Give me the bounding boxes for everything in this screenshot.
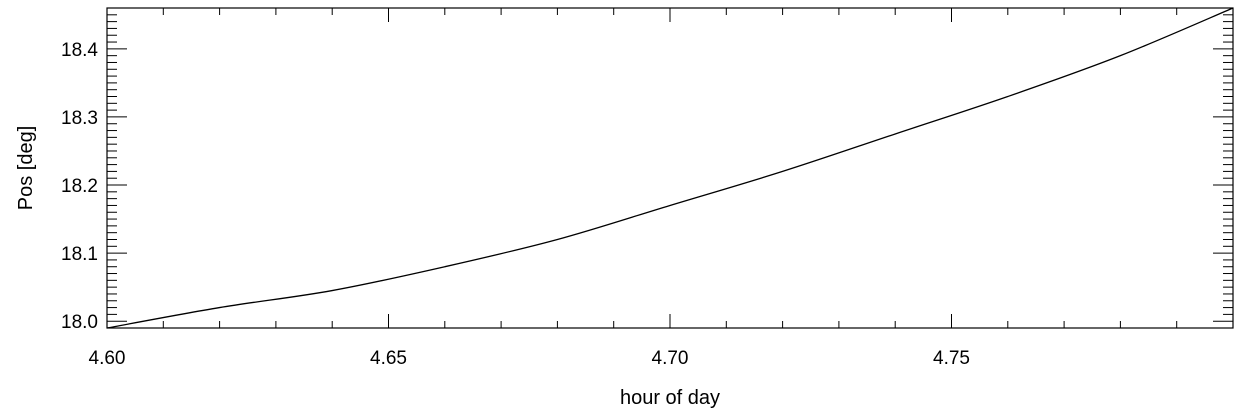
x-tick-label: 4.60 bbox=[89, 348, 126, 369]
x-axis-title: hour of day bbox=[620, 387, 720, 409]
y-tick-label: 18.2 bbox=[61, 176, 98, 197]
x-tick-labels: 4.60 4.65 4.70 4.75 bbox=[89, 348, 970, 369]
series-line bbox=[106, 7, 1234, 329]
tick-marks bbox=[106, 7, 1234, 329]
x-tick-label: 4.65 bbox=[370, 348, 407, 369]
x-tick-label: 4.75 bbox=[933, 348, 970, 369]
x-tick-label: 4.70 bbox=[652, 348, 689, 369]
y-axis-title: Pos [deg] bbox=[15, 126, 37, 211]
y-tick-label: 18.1 bbox=[61, 244, 98, 265]
y-tick-label: 18.3 bbox=[61, 108, 98, 129]
y-tick-labels: 18.0 18.1 18.2 18.3 18.4 bbox=[61, 40, 98, 333]
y-tick-label: 18.4 bbox=[61, 40, 98, 61]
plot-frame bbox=[106, 7, 1234, 329]
y-tick-label: 18.0 bbox=[61, 312, 98, 333]
